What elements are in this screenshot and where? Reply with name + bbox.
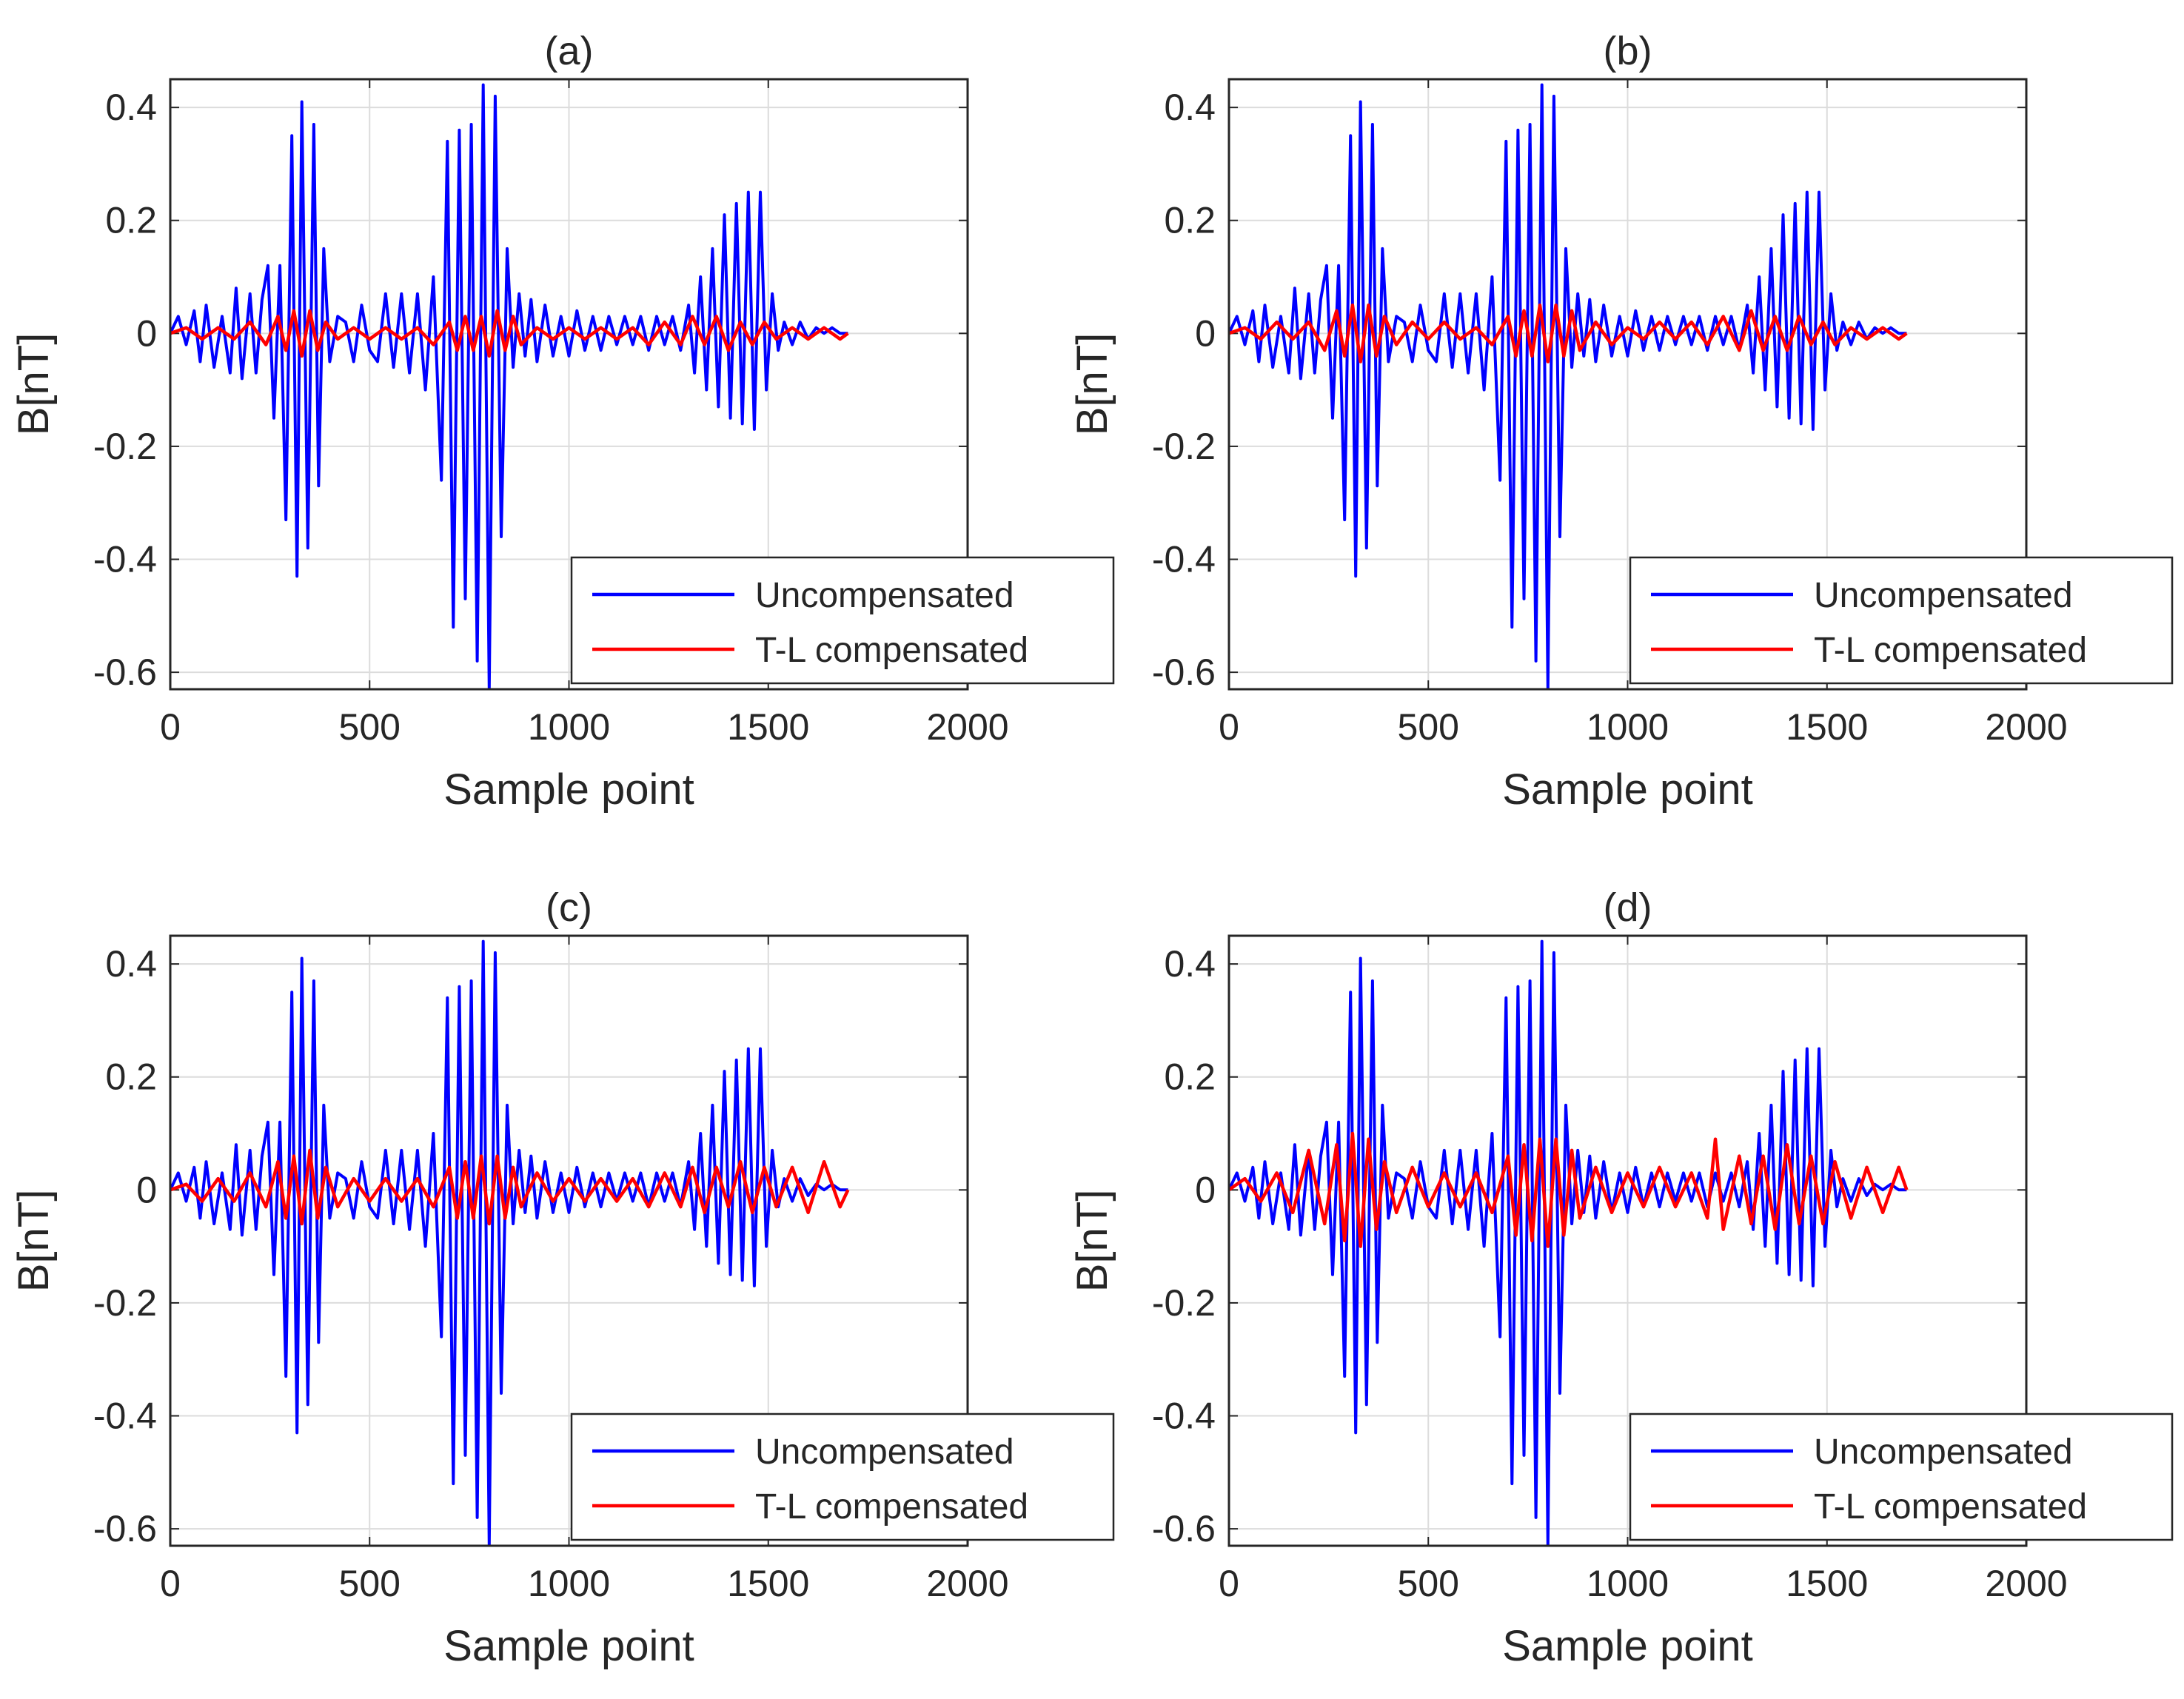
y-tick-label: 0.2 [1164, 1056, 1216, 1098]
legend-box [1629, 556, 2174, 685]
axes-box [169, 934, 969, 1547]
panel-title: (c) [546, 885, 592, 930]
chart-panel-c: 0 500 1000 1500 2000 0.4 0.2 0 -0.2 -0.4 -0.6 (c) Sa… [10, 885, 1115, 1670]
y-tick-label: -0.4 [93, 1395, 157, 1437]
x-tick-label: 0 [160, 706, 181, 748]
legend-label-uncompensated: Uncompensated [755, 576, 1014, 615]
series-line-uncompensated [170, 939, 848, 1546]
chart-panel-b: 0 500 1000 1500 2000 0.4 0.2 0 -0.2 -0.4 -0.6 (b) Sa… [1068, 29, 2174, 814]
y-tick-label: 0 [1195, 312, 1216, 354]
x-tick-label: 1500 [727, 706, 809, 748]
x-tick-label: 2000 [926, 1563, 1008, 1604]
x-tick-label: 2000 [926, 706, 1008, 748]
y-tick-label: 0 [1195, 1169, 1216, 1210]
x-tick-label: 1000 [528, 706, 610, 748]
y-tick-label: -0.2 [1152, 1282, 1216, 1324]
axes-box [169, 78, 969, 691]
legend: Uncompensated T-L compensated [1629, 556, 2174, 685]
panels: 0 500 1000 1500 2000 0.4 0.2 0 -0.2 -0.4 -0.6 (a) Sa… [10, 29, 2174, 1670]
panel-title: (a) [545, 29, 594, 73]
chart-panel-a: 0 500 1000 1500 2000 0.4 0.2 0 -0.2 -0.4 -0.6 (a) Sa… [10, 29, 1115, 814]
x-tick-label: 1000 [1587, 1563, 1669, 1604]
y-tick-label: 0.2 [105, 1056, 157, 1098]
x-tick-label: 1000 [1587, 706, 1669, 748]
series-line-tl-compensated [170, 309, 849, 358]
legend: Uncompensated T-L compensated [570, 556, 1115, 685]
x-axis-label: Sample point [1502, 1622, 1753, 1670]
panel-title: (d) [1604, 885, 1652, 930]
y-tick-label: -0.2 [93, 1282, 157, 1324]
y-tick-label: -0.6 [1152, 1508, 1216, 1549]
y-tick-label: 0.4 [105, 943, 157, 985]
y-tick-label: 0 [136, 1169, 157, 1210]
legend-label-uncompensated: Uncompensated [1814, 576, 2073, 615]
series-line-tl-compensated [1229, 303, 1908, 363]
x-tick-label: 500 [339, 1563, 401, 1604]
y-axis-label: B[nT] [10, 333, 58, 436]
x-tick-label: 500 [1398, 706, 1459, 748]
x-tick-label: 2000 [1985, 706, 2067, 748]
series-group [1229, 83, 1908, 689]
x-tick-label: 2000 [1985, 1563, 2067, 1604]
y-tick-label: -0.4 [1152, 539, 1216, 580]
y-tick-label: -0.2 [1152, 426, 1216, 467]
panel-title: (b) [1604, 29, 1652, 73]
legend-label-tl-compensated: T-L compensated [755, 1487, 1028, 1527]
y-axis-label: B[nT] [1068, 1190, 1116, 1293]
y-tick-label: 0.2 [105, 200, 157, 241]
y-tick-label: 0 [136, 312, 157, 354]
series-line-uncompensated [1229, 83, 1907, 689]
y-axis-label: B[nT] [10, 1190, 58, 1293]
legend-label-tl-compensated: T-L compensated [755, 631, 1028, 670]
legend-box [570, 1413, 1115, 1541]
legend-label-tl-compensated: T-L compensated [1814, 631, 2087, 670]
y-tick-label: -0.4 [93, 539, 157, 580]
x-axis-label: Sample point [1502, 765, 1753, 814]
y-tick-label: -0.4 [1152, 1395, 1216, 1437]
series-line-uncompensated [170, 83, 848, 689]
y-tick-label: 0.4 [105, 87, 157, 128]
x-tick-label: 500 [1398, 1563, 1459, 1604]
x-tick-label: 1500 [1786, 706, 1868, 748]
y-tick-label: -0.6 [93, 651, 157, 693]
y-tick-label: 0.4 [1164, 87, 1216, 128]
axes-box [1227, 934, 2028, 1547]
x-tick-label: 0 [160, 1563, 181, 1604]
legend-label-tl-compensated: T-L compensated [1814, 1487, 2087, 1527]
series-line-tl-compensated [170, 1148, 850, 1226]
chart-panel-d: 0 500 1000 1500 2000 0.4 0.2 0 -0.2 -0.4 -0.6 (d) Sa… [1068, 885, 2174, 1670]
x-tick-label: 1500 [1786, 1563, 1868, 1604]
series-group [170, 83, 849, 689]
y-tick-label: -0.2 [93, 426, 157, 467]
legend: Uncompensated T-L compensated [570, 1413, 1115, 1541]
series-group [170, 939, 850, 1546]
y-tick-label: 0.2 [1164, 200, 1216, 241]
axes-box [1227, 78, 2028, 691]
legend-box [570, 556, 1115, 685]
legend-label-uncompensated: Uncompensated [755, 1432, 1014, 1472]
legend: Uncompensated T-L compensated [1629, 1413, 2174, 1541]
y-axis-label: B[nT] [1068, 333, 1116, 436]
legend-box [1629, 1413, 2174, 1541]
y-tick-label: 0.4 [1164, 943, 1216, 985]
x-tick-label: 1000 [528, 1563, 610, 1604]
x-tick-label: 1500 [727, 1563, 809, 1604]
x-tick-label: 0 [1219, 1563, 1239, 1604]
legend-label-uncompensated: Uncompensated [1814, 1432, 2073, 1472]
series-line-tl-compensated [1229, 1131, 1909, 1248]
x-axis-label: Sample point [443, 765, 694, 814]
y-tick-label: -0.6 [93, 1508, 157, 1549]
x-axis-label: Sample point [443, 1622, 694, 1670]
x-tick-label: 500 [339, 706, 401, 748]
series-group [1229, 939, 1909, 1546]
x-tick-label: 0 [1219, 706, 1239, 748]
y-tick-label: -0.6 [1152, 651, 1216, 693]
